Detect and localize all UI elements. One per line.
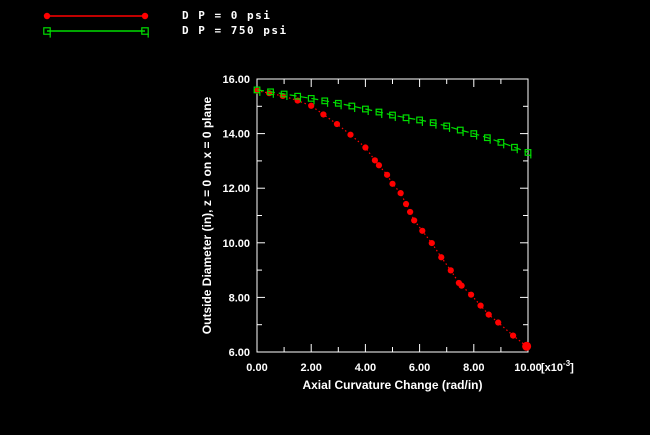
y-axis-title: Outside Diameter (in), z = 0 on x = 0 pl… — [200, 96, 214, 334]
svg-text:0.00: 0.00 — [246, 362, 267, 374]
svg-text:6.00: 6.00 — [409, 362, 430, 374]
svg-text:8.00: 8.00 — [229, 292, 250, 304]
legend-item-dp-0-psi: D P = 0 psi — [40, 8, 288, 23]
axis-ticks — [256, 78, 529, 353]
x-axis-title: Axial Curvature Change (rad/in) — [302, 378, 482, 392]
svg-text:10.00: 10.00 — [222, 238, 250, 250]
series-markers — [253, 87, 532, 351]
legend-swatch-green-line-icon — [43, 26, 149, 38]
svg-text:2.00: 2.00 — [300, 362, 321, 374]
legend-label-dp-0-psi: D P = 0 psi — [182, 9, 272, 22]
svg-text:6.00: 6.00 — [229, 347, 250, 359]
plot-box — [256, 78, 529, 353]
svg-text:8.00: 8.00 — [463, 362, 484, 374]
legend-item-dp-750-psi: D P = 750 psi — [40, 23, 288, 38]
svg-text:16.00: 16.00 — [222, 74, 250, 86]
svg-text:14.00: 14.00 — [222, 129, 250, 141]
svg-text:12.00: 12.00 — [222, 183, 250, 195]
legend-swatch-red-line-icon — [43, 12, 149, 19]
svg-text:10.00: 10.00 — [514, 362, 542, 374]
chart-legend: D P = 0 psi D P = 750 psi — [40, 8, 288, 38]
svg-text:4.00: 4.00 — [355, 362, 376, 374]
x-axis-unit-label: [x10-3] — [541, 359, 574, 374]
legend-label-dp-750-psi: D P = 750 psi — [182, 24, 288, 37]
series-line — [256, 89, 529, 153]
x-tick-labels: 0.00 2.00 4.00 6.00 8.00 10.00 — [246, 362, 541, 374]
y-tick-labels: 16.00 14.00 12.00 10.00 8.00 6.00 — [222, 74, 250, 359]
series-line — [256, 90, 527, 347]
series-markers — [253, 86, 532, 159]
series-d-p-750-psi — [253, 86, 532, 159]
series-d-p-0-psi — [253, 87, 532, 351]
